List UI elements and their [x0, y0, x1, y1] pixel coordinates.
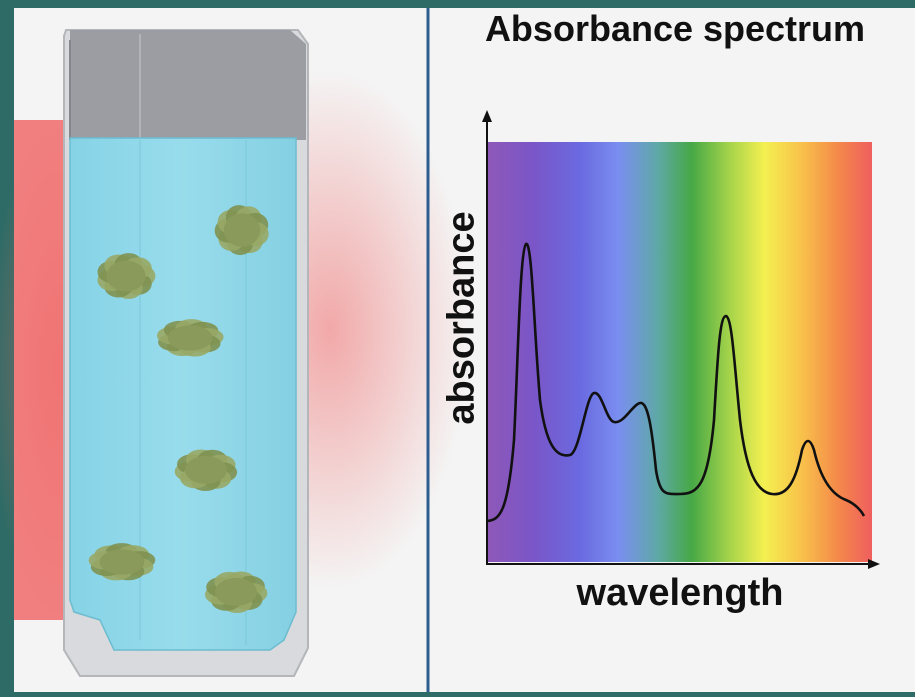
spectrum-band — [488, 142, 872, 562]
algae-clump — [88, 543, 156, 581]
x-axis-label: wavelength — [576, 572, 784, 614]
algae-clump — [157, 319, 224, 357]
absorbance-curve — [486, 242, 866, 523]
y-axis-label: absorbance — [440, 211, 483, 425]
algae-group — [88, 205, 269, 613]
algae-clump — [214, 205, 269, 256]
x-axis — [486, 559, 880, 569]
algae-clump — [174, 449, 238, 491]
cuvette-cap — [70, 30, 306, 140]
algae-clump — [97, 253, 156, 299]
y-axis — [482, 110, 492, 565]
diagram-title: Absorbance spectrum — [484, 8, 866, 49]
algae-clump — [205, 571, 268, 613]
